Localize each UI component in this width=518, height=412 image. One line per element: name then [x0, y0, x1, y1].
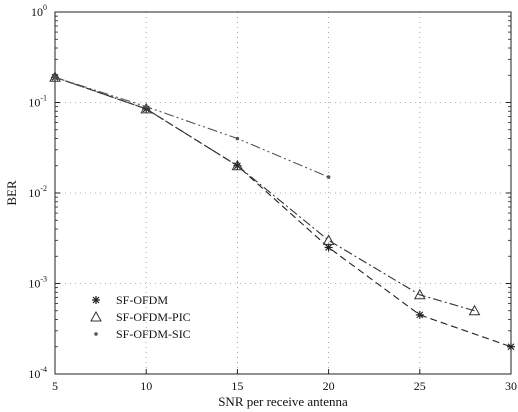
marker-triangle: [140, 102, 153, 114]
y-tick-exponent: -3: [40, 275, 47, 284]
marker-triangle: [468, 304, 481, 316]
marker-dot: [94, 332, 98, 336]
legend-item: SF-OFDM-SIC: [94, 327, 191, 341]
y-tick-exponent: 0: [43, 3, 47, 12]
y-tick-label: 100: [31, 3, 47, 19]
legend-item: SF-OFDM-PIC: [90, 310, 191, 324]
y-tick-base: 10: [28, 96, 40, 110]
grid-lines: [55, 12, 511, 374]
x-tick-label: 5: [52, 379, 58, 393]
y-tick-label: 10-2: [28, 184, 47, 200]
y-tick-base: 10: [31, 5, 43, 19]
marker-dot: [326, 175, 331, 179]
x-axis-title: SNR per receive antenna: [218, 394, 348, 409]
marker-triangle: [413, 288, 426, 300]
marker-dot: [235, 136, 240, 141]
series-line: [54, 76, 475, 312]
marker-star: [415, 310, 424, 319]
marker-dot: [53, 75, 57, 80]
marker-stroke: [325, 244, 333, 251]
y-tick-exponent: -4: [40, 365, 47, 374]
x-tick-label: 10: [140, 379, 152, 393]
y-tick-base: 10: [28, 277, 40, 291]
x-tick-label: 20: [323, 379, 335, 393]
y-tick-label: 10-4: [28, 365, 47, 381]
y-tick-label: 10-3: [28, 275, 47, 291]
series-sf-ofdm-pic: [49, 71, 481, 316]
x-tick-label: 25: [414, 379, 426, 393]
marker-triangle: [49, 71, 61, 82]
legend: SF-OFDM SF-OFDM-PIC SF-OFDM-SIC: [90, 293, 191, 341]
marker-stroke: [416, 311, 424, 319]
legend-item: SF-OFDM: [92, 293, 168, 307]
marker-triangle: [231, 159, 244, 171]
marker-star: [507, 342, 515, 351]
series-group: [49, 71, 515, 351]
x-tick-label: 30: [505, 379, 517, 393]
series-sf-ofdm-sic: [53, 75, 331, 179]
marker-star: [92, 296, 100, 304]
legend-label: SF-OFDM-SIC: [116, 327, 191, 341]
marker-dot: [144, 104, 148, 109]
y-tick-label: 10-1: [28, 94, 47, 110]
marker-triangle: [90, 310, 102, 322]
x-tick-label: 15: [231, 379, 243, 393]
series-line: [54, 76, 329, 178]
y-tick-exponent: -1: [40, 94, 47, 103]
y-axis-title: BER: [4, 180, 19, 206]
y-tick-base: 10: [28, 367, 40, 381]
marker-stroke: [92, 296, 100, 304]
y-tick-exponent: -2: [40, 184, 47, 193]
legend-label: SF-OFDM-PIC: [116, 310, 191, 324]
marker-stroke: [507, 343, 515, 351]
y-tick-base: 10: [28, 186, 40, 200]
legend-label: SF-OFDM: [116, 293, 168, 307]
marker-triangle: [322, 234, 335, 245]
